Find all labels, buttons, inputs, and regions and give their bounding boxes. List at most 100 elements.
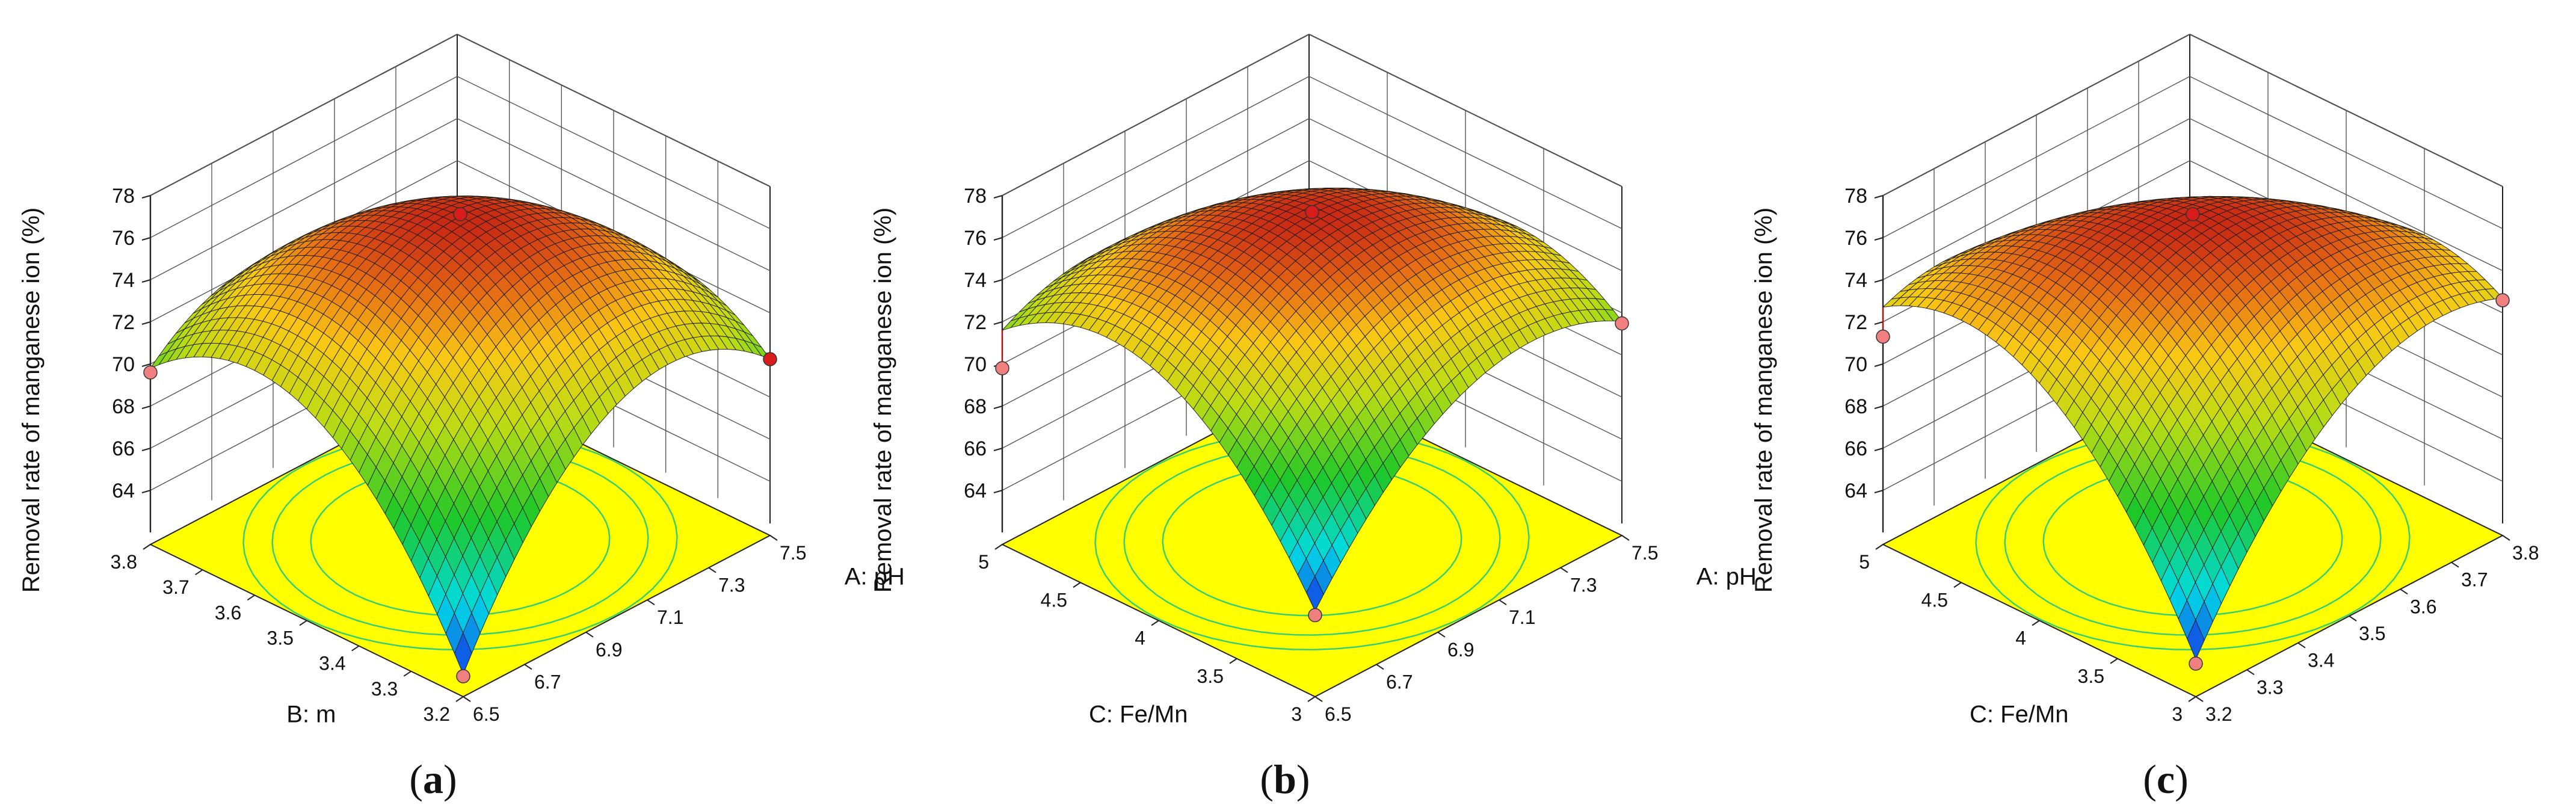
y-tick-mark [994,544,1003,550]
design-point [2189,656,2203,671]
x-tick-label: 6.9 [596,639,622,661]
panel-label: (b) [1260,756,1310,802]
z-tick-mark [1874,406,1884,409]
z-tick-label: 64 [964,480,987,502]
x-tick-mark [585,631,594,638]
chart-panel-b: 64 66 68 70 72 74 76 78 Removal rate of manganes… [870,34,1757,802]
y-tick-label: 3.5 [2078,665,2104,687]
design-points [1876,207,2510,671]
z-tick-label: 72 [112,311,135,334]
x-axis-title: A: pH [845,564,905,590]
z-tick-mark [1874,279,1884,283]
x-tick-mark [2400,588,2408,595]
z-tick-mark [993,237,1003,241]
x-tick-mark [463,696,471,702]
x-tick-label: 3.5 [2359,623,2385,644]
y-tick-label: 5 [978,551,989,573]
z-tick-mark [1874,237,1884,241]
z-gridline [1002,118,1310,280]
y-tick-label: 3.3 [371,678,398,700]
x-tick-label: 6.5 [1325,703,1351,725]
response-surface [1882,196,2503,661]
y-axis-title: C: Fe/Mn [1970,702,2068,728]
panel-label-letter: b [1274,756,1296,802]
panel-label: (a) [409,756,457,802]
y-tick-label: 3.4 [319,653,345,674]
y-tick-mark [195,569,203,575]
panel-label-letter: a [423,756,443,802]
surface-facet [2187,619,2205,661]
x-tick-mark [1437,631,1446,638]
x-tick-label: 7.1 [1509,606,1535,628]
y-axis-title: B: m [286,702,336,728]
y-tick-label: 3 [1291,703,1302,725]
design-point [1615,316,1629,331]
y-tick-mark [247,594,255,601]
y-tick-mark [1073,582,1081,588]
z-tick-mark [141,490,151,493]
z-tick-label: 74 [964,269,987,292]
y-tick-mark [1151,620,1159,626]
z-tick-mark [1874,195,1884,199]
y-tick-label: 3.5 [267,628,294,649]
x-tick-mark [1560,567,1568,573]
y-tick-mark [1875,544,1884,550]
z-tick-label: 76 [112,227,135,250]
z-gridline [150,118,458,280]
x-tick-mark [2349,615,2357,621]
panel-label-letter: c [2157,756,2175,802]
x-tick-label: 3.8 [2512,542,2539,564]
design-point [143,365,158,380]
x-tick-label: 6.9 [1447,639,1474,661]
z-gridline [150,34,458,196]
design-point [1308,608,1322,623]
z-tick-label: 64 [112,480,135,502]
response-surface [1001,188,1622,612]
z-tick-label: 76 [964,227,987,250]
y-tick-mark [2110,658,2118,664]
z-tick-label: 74 [1844,269,1867,292]
z-tick-mark [1874,490,1884,493]
z-tick-mark [141,279,151,283]
x-tick-mark [2451,561,2459,568]
design-points [995,205,1629,623]
z-tick-label: 78 [1844,185,1867,208]
x-tick-label: 3.2 [2205,703,2232,725]
z-tick-label: 72 [1844,311,1867,334]
y-tick-label: 3.8 [111,551,137,573]
z-axis-title: Removal rate of manganese ion (%) [1751,208,1777,593]
z-tick-mark [1874,363,1884,367]
x-tick-label: 7.5 [1632,542,1658,564]
x-tick-mark [2502,535,2510,541]
x-tick-mark [524,664,532,670]
y-tick-mark [2032,620,2040,626]
y-tick-label: 4 [2015,628,2026,649]
y-tick-mark [455,696,464,702]
design-point [2186,207,2200,221]
y-tick-label: 5 [1859,551,1870,573]
z-tick-label: 70 [964,353,987,376]
z-tick-mark [141,321,151,325]
design-point [1305,205,1319,220]
x-tick-mark [2246,669,2255,676]
z-tick-label: 68 [112,395,135,418]
z-tick-mark [993,490,1003,493]
y-tick-label: 3.6 [215,602,241,623]
y-tick-label: 4.5 [1041,589,1067,611]
y-tick-mark [351,645,360,652]
y-tick-label: 3.5 [1197,665,1224,687]
z-tick-label: 72 [964,311,987,334]
x-tick-mark [2297,642,2306,649]
x-tick-mark [1621,535,1630,541]
x-tick-label: 6.5 [473,703,499,725]
design-point [1876,329,1890,344]
z-tick-mark [141,406,151,409]
y-tick-label: 3 [2172,703,2183,725]
surface-facet [1306,575,1324,612]
z-tick-label: 70 [1844,353,1867,376]
response-surface [149,196,771,675]
y-tick-mark [299,620,307,626]
surface-facet [454,632,472,675]
x-tick-mark [647,599,655,606]
design-point [453,207,467,221]
